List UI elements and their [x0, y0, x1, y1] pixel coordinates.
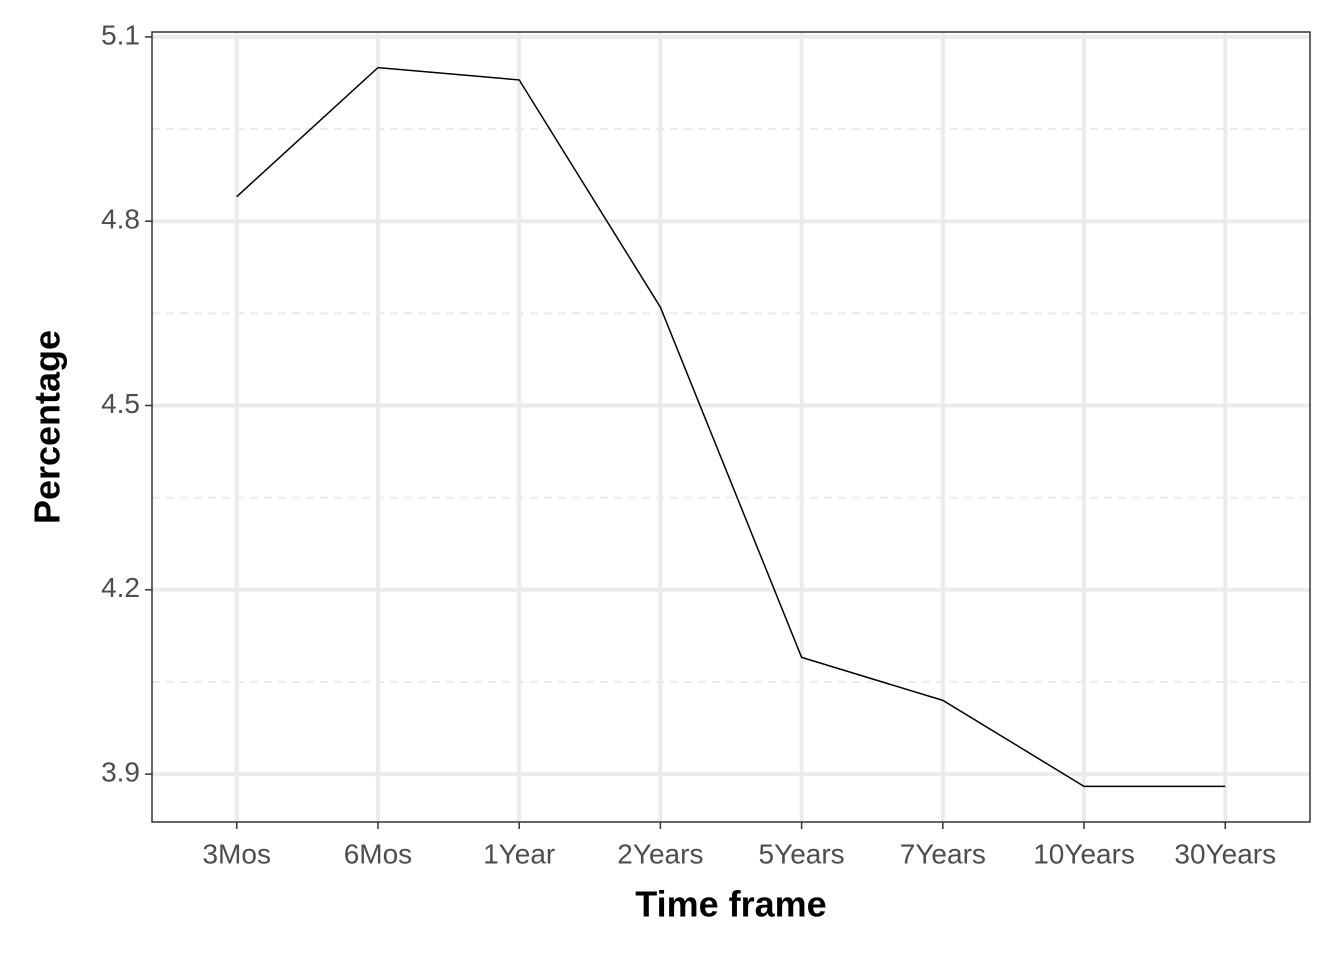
- grid: [152, 32, 1310, 822]
- x-tick-label: 10Years: [1033, 838, 1135, 869]
- y-tick-label: 4.2: [101, 572, 140, 603]
- x-axis-title: Time frame: [635, 884, 826, 925]
- y-tick-label: 3.9: [101, 756, 140, 787]
- x-tick-label: 7Years: [900, 838, 986, 869]
- y-axis-title: Percentage: [27, 330, 68, 524]
- line: [236, 66, 1226, 788]
- y-tick-label: 4.5: [101, 388, 140, 419]
- x-tick-label: 3Mos: [202, 838, 270, 869]
- panel-border: [151, 31, 1311, 823]
- x-tick-label: 6Mos: [344, 838, 412, 869]
- y-tick-label: 5.1: [101, 19, 140, 50]
- x-tick-label: 5Years: [759, 838, 845, 869]
- x-tick-label: 1Year: [483, 838, 555, 869]
- marks: [236, 66, 1226, 788]
- x-tick-label: 30Years: [1174, 838, 1276, 869]
- y-tick-label: 4.8: [101, 204, 140, 235]
- x-tick-label: 2Years: [617, 838, 703, 869]
